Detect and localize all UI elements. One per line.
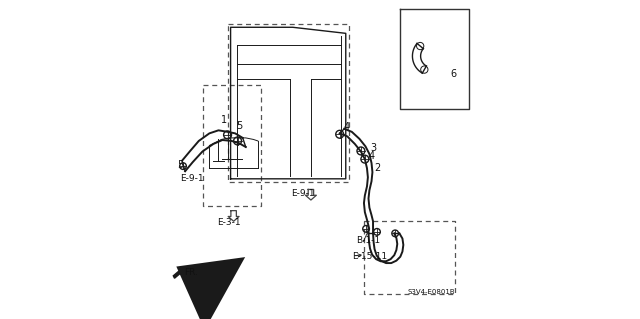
Text: 6: 6 bbox=[451, 69, 456, 79]
Text: E-3-1: E-3-1 bbox=[217, 218, 240, 227]
Text: 1: 1 bbox=[221, 115, 227, 125]
Polygon shape bbox=[173, 269, 182, 278]
Text: 2: 2 bbox=[374, 163, 381, 173]
Text: 5: 5 bbox=[236, 121, 242, 131]
Text: B-1-1: B-1-1 bbox=[356, 236, 380, 245]
Text: 3: 3 bbox=[370, 143, 376, 153]
Text: S3V4-E0801B: S3V4-E0801B bbox=[407, 289, 455, 295]
Text: E-9-1: E-9-1 bbox=[291, 189, 315, 198]
Text: FR.: FR. bbox=[184, 268, 198, 277]
Text: 5: 5 bbox=[177, 160, 184, 170]
Text: E-15-11: E-15-11 bbox=[352, 252, 387, 261]
Text: 4: 4 bbox=[344, 122, 350, 132]
Text: 4: 4 bbox=[369, 151, 374, 161]
Text: E-9-1: E-9-1 bbox=[180, 174, 204, 183]
